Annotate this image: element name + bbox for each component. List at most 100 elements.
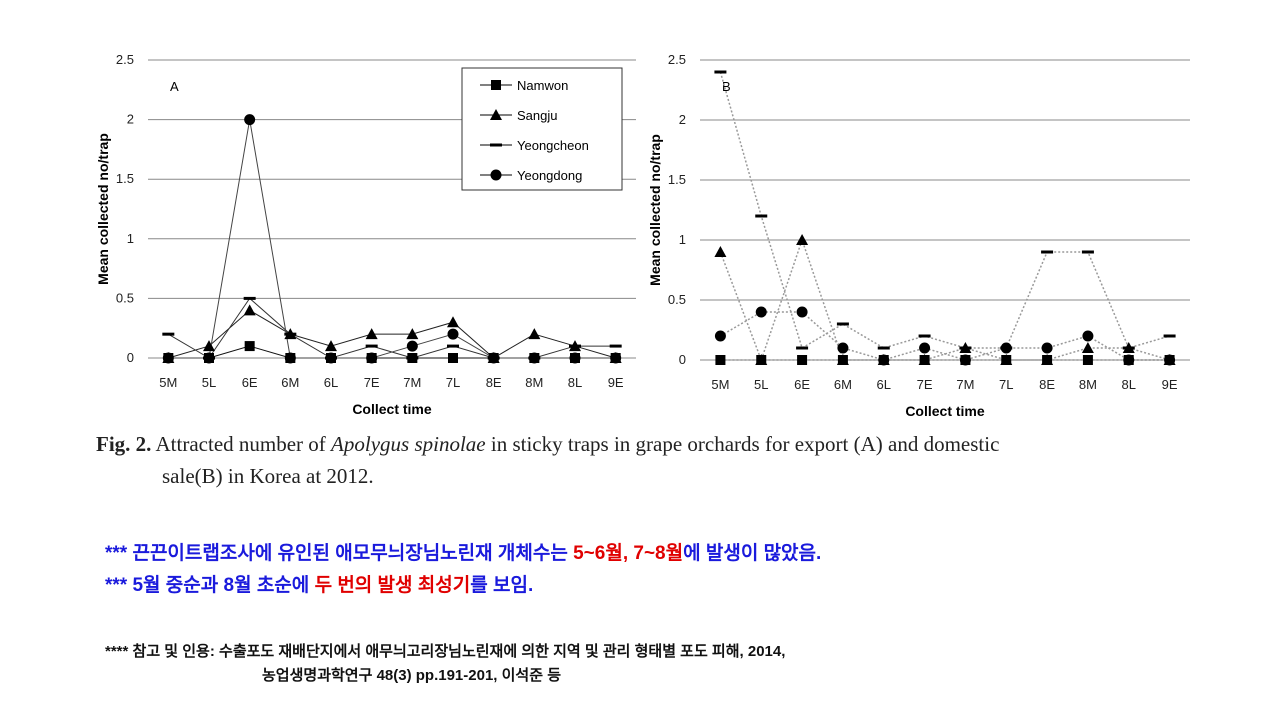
x-tick-label: 8L bbox=[1122, 377, 1136, 392]
series-line bbox=[719, 71, 1170, 350]
legend-label: Yeongcheon bbox=[517, 138, 589, 153]
x-tick-label: 5M bbox=[711, 377, 729, 392]
marker bbox=[755, 306, 767, 318]
x-tick-label: 5L bbox=[754, 377, 768, 392]
marker bbox=[365, 328, 378, 340]
marker bbox=[491, 80, 501, 90]
reference: **** 참고 및 인용: 수출포도 재배단지에서 애무늬고리장님노린재에 의한… bbox=[105, 643, 786, 660]
marker bbox=[715, 355, 726, 365]
y-tick-label: 2.5 bbox=[116, 52, 134, 67]
marker bbox=[162, 352, 174, 364]
marker bbox=[1164, 354, 1176, 366]
marker bbox=[609, 344, 622, 348]
marker bbox=[1082, 330, 1094, 342]
marker bbox=[919, 342, 931, 354]
marker bbox=[366, 352, 378, 364]
x-tick-label: 7M bbox=[403, 375, 421, 390]
x-tick-label: 6L bbox=[877, 377, 891, 392]
series-line bbox=[168, 297, 616, 359]
x-tick-label: 6M bbox=[834, 377, 852, 392]
reference: 농업생명과학연구 48(3) pp.191-201, 이석준 등 bbox=[262, 667, 561, 684]
species: Apolygus spinolae bbox=[331, 432, 486, 456]
y-tick-label: 1 bbox=[679, 232, 686, 247]
marker bbox=[162, 332, 175, 336]
marker bbox=[447, 344, 459, 348]
series-line bbox=[168, 309, 616, 359]
y-tick-label: 0 bbox=[679, 352, 686, 367]
y-tick-label: 1 bbox=[127, 231, 134, 246]
x-tick-label: 7L bbox=[446, 375, 460, 390]
marker bbox=[365, 344, 378, 348]
x-tick-label: 8M bbox=[1079, 377, 1097, 392]
marker bbox=[1041, 342, 1053, 354]
marker bbox=[406, 340, 418, 352]
marker bbox=[1081, 342, 1094, 353]
marker bbox=[918, 334, 931, 338]
marker bbox=[490, 143, 502, 147]
note-text: 를 보임. bbox=[470, 575, 534, 596]
marker bbox=[837, 342, 849, 354]
marker bbox=[244, 114, 256, 126]
marker bbox=[755, 354, 768, 365]
series-line bbox=[720, 311, 1170, 361]
marker bbox=[714, 330, 726, 342]
y-axis-label: Mean collected no/trap bbox=[647, 134, 663, 286]
legend-label: Sangju bbox=[517, 108, 557, 123]
caption: Fig. 2. Attracted number of Apolygus spi… bbox=[96, 428, 1196, 492]
caption-text: Attracted number of bbox=[155, 432, 326, 456]
y-tick-label: 2 bbox=[679, 112, 686, 127]
x-tick-label: 6L bbox=[324, 375, 338, 390]
x-tick-label: 6E bbox=[794, 377, 810, 392]
x-tick-label: 7E bbox=[364, 375, 380, 390]
marker bbox=[406, 328, 419, 340]
marker bbox=[325, 340, 337, 352]
caption-label: Fig. 2. bbox=[96, 432, 152, 456]
x-axis-label: Collect time bbox=[905, 403, 985, 419]
marker bbox=[448, 353, 458, 363]
marker bbox=[490, 169, 502, 181]
x-tick-label: 7L bbox=[999, 377, 1013, 392]
marker bbox=[203, 340, 215, 352]
panel-label: B bbox=[722, 79, 731, 94]
marker bbox=[878, 354, 890, 366]
x-tick-label: 8E bbox=[486, 375, 502, 390]
series-line bbox=[719, 237, 1170, 363]
x-tick-label: 8E bbox=[1039, 377, 1055, 392]
marker bbox=[1000, 342, 1012, 354]
x-tick-label: 6E bbox=[242, 375, 258, 390]
marker bbox=[959, 354, 971, 366]
x-axis-label: Collect time bbox=[352, 401, 432, 417]
y-tick-label: 1.5 bbox=[668, 172, 686, 187]
marker bbox=[755, 214, 768, 218]
series-line bbox=[168, 119, 616, 359]
legend-box bbox=[461, 67, 623, 191]
marker bbox=[1041, 354, 1054, 365]
marker bbox=[714, 246, 727, 257]
note-text: *** 5월 중순과 8월 초순에 bbox=[105, 575, 315, 596]
marker bbox=[244, 341, 255, 352]
caption-text: in sticky traps in grape orchards for ex… bbox=[490, 432, 1000, 456]
marker bbox=[488, 352, 500, 364]
marker bbox=[714, 70, 727, 74]
marker bbox=[243, 304, 256, 316]
y-tick-label: 2.5 bbox=[668, 52, 686, 67]
marker bbox=[203, 352, 215, 364]
x-tick-label: 7M bbox=[956, 377, 974, 392]
marker bbox=[796, 234, 809, 245]
x-tick-label: 9E bbox=[1162, 377, 1178, 392]
marker bbox=[406, 356, 419, 360]
marker bbox=[243, 296, 256, 300]
note: *** 5월 중순과 8월 초순에 두 번의 발생 최성기를 보임. bbox=[105, 570, 533, 597]
marker bbox=[447, 328, 459, 340]
marker bbox=[1081, 250, 1094, 254]
y-tick-label: 0.5 bbox=[668, 292, 686, 307]
charts: 0 0.5 1 1.5 2 2.5 5M 5L 6E 6M 6L 7E 7M 7L 8E 8M 8L 9E Coll… bbox=[95, 52, 1190, 419]
marker bbox=[797, 355, 808, 365]
x-tick-label: 7E bbox=[917, 377, 933, 392]
marker bbox=[836, 354, 849, 365]
marker bbox=[528, 352, 540, 364]
legend-label: Yeongdong bbox=[517, 168, 582, 183]
marker bbox=[1123, 354, 1135, 366]
y-axis-label: Mean collected no/trap bbox=[95, 133, 111, 285]
marker bbox=[610, 352, 622, 364]
